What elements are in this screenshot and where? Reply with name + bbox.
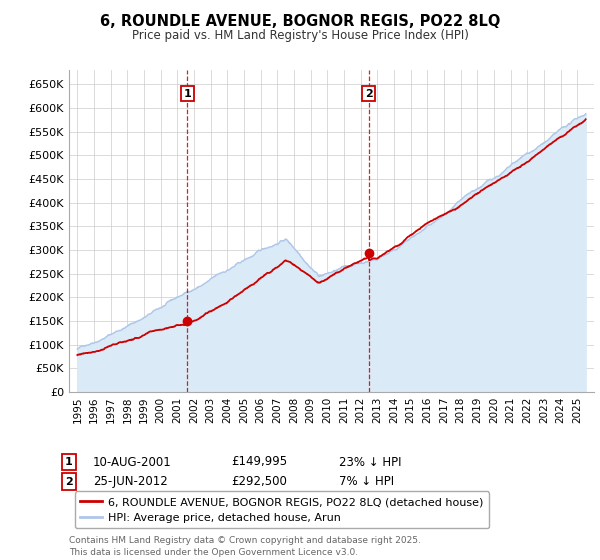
Text: 23% ↓ HPI: 23% ↓ HPI	[339, 455, 401, 469]
Text: 1: 1	[184, 88, 191, 99]
Text: 25-JUN-2012: 25-JUN-2012	[93, 475, 168, 488]
Text: 6, ROUNDLE AVENUE, BOGNOR REGIS, PO22 8LQ: 6, ROUNDLE AVENUE, BOGNOR REGIS, PO22 8L…	[100, 14, 500, 29]
Text: £292,500: £292,500	[231, 475, 287, 488]
Text: 1: 1	[65, 457, 73, 467]
Text: 2: 2	[365, 88, 373, 99]
Text: Contains HM Land Registry data © Crown copyright and database right 2025.
This d: Contains HM Land Registry data © Crown c…	[69, 536, 421, 557]
Text: 7% ↓ HPI: 7% ↓ HPI	[339, 475, 394, 488]
Text: £149,995: £149,995	[231, 455, 287, 469]
Legend: 6, ROUNDLE AVENUE, BOGNOR REGIS, PO22 8LQ (detached house), HPI: Average price, : 6, ROUNDLE AVENUE, BOGNOR REGIS, PO22 8L…	[74, 492, 489, 528]
Text: Price paid vs. HM Land Registry's House Price Index (HPI): Price paid vs. HM Land Registry's House …	[131, 29, 469, 42]
Text: 2: 2	[65, 477, 73, 487]
Text: 10-AUG-2001: 10-AUG-2001	[93, 455, 172, 469]
